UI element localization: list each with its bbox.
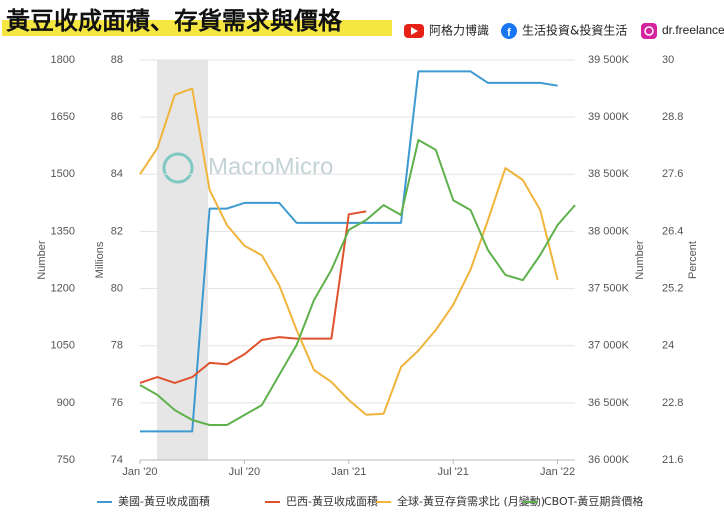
y-tick-label: 24 bbox=[662, 340, 674, 352]
y-tick-label: 84 bbox=[111, 168, 123, 180]
y-tick-label: 1800 bbox=[51, 54, 75, 66]
channel-name: dr.freelancer bbox=[662, 23, 724, 37]
y-tick-label: 38 000K bbox=[588, 225, 630, 237]
y-tick-label: 900 bbox=[57, 397, 75, 409]
axis-title: Millions bbox=[94, 241, 106, 278]
y-tick-label: 37 000K bbox=[588, 340, 630, 352]
y-tick-label: 76 bbox=[111, 397, 123, 409]
y-tick-label: 36 000K bbox=[588, 454, 630, 466]
x-tick-label: Jan '20 bbox=[122, 466, 157, 478]
facebook-f: f bbox=[507, 27, 511, 39]
facebook-icon bbox=[501, 23, 517, 39]
y-tick-label: 1350 bbox=[51, 225, 75, 237]
y-tick-label: 25.2 bbox=[662, 282, 683, 294]
legend-label: CBOT-黃豆期貨價格 bbox=[544, 494, 643, 508]
plot: 750 900 1050 1200 1350 1500 1650 1800 74 76 78 80 82… bbox=[36, 54, 699, 508]
y-tick-label: 1200 bbox=[51, 282, 75, 294]
watermark: MacroMicro bbox=[208, 153, 333, 180]
channel-name: 生活投資&投資生活 bbox=[522, 23, 627, 38]
y-tick-label: 1050 bbox=[51, 340, 75, 352]
y-tick-label: 37 500K bbox=[588, 282, 630, 294]
series-line bbox=[139, 87, 559, 416]
x-tick-label: Jan '21 bbox=[331, 466, 366, 478]
y-tick-label: 39 500K bbox=[588, 54, 630, 66]
youtube-play bbox=[411, 27, 418, 35]
y-tick-label: 750 bbox=[57, 454, 75, 466]
y-tick-label: 39 000K bbox=[588, 111, 630, 123]
y-tick-label: 30 bbox=[662, 54, 674, 66]
legend-label: 全球-黃豆存貨需求比 (月變動) bbox=[397, 494, 545, 508]
y-tick-label: 36 500K bbox=[588, 397, 630, 409]
series-line bbox=[139, 210, 367, 384]
y-tick-label: 82 bbox=[111, 225, 123, 237]
series-line bbox=[140, 70, 558, 433]
axis-title: Number bbox=[36, 240, 48, 279]
title-highlight bbox=[2, 20, 392, 36]
y-tick-label: 21.6 bbox=[662, 454, 683, 466]
page-title: 黃豆收成面積、存貨需求與價格 bbox=[6, 7, 343, 35]
y-tick-label: 86 bbox=[111, 111, 123, 123]
x-tick-label: Jan '22 bbox=[540, 466, 575, 478]
watermark-logo bbox=[162, 152, 194, 184]
y-tick-label: 28.8 bbox=[662, 111, 683, 123]
y-tick-label: 22.8 bbox=[662, 397, 683, 409]
y-tick-label: 27.6 bbox=[662, 168, 683, 180]
instagram-icon bbox=[641, 23, 657, 39]
y-tick-label: 26.4 bbox=[662, 225, 683, 237]
y-tick-label: 88 bbox=[111, 54, 123, 66]
x-tick-label: Jul '21 bbox=[437, 466, 468, 478]
axis-title: Percent bbox=[687, 241, 699, 279]
y-tick-label: 1500 bbox=[51, 168, 75, 180]
x-tick-label: Jul '20 bbox=[229, 466, 260, 478]
channel-name: 阿格力博識 bbox=[429, 23, 489, 38]
series-line bbox=[139, 139, 576, 426]
legend-label: 巴西-黃豆收成面積 bbox=[286, 494, 378, 508]
y-tick-label: 80 bbox=[111, 282, 123, 294]
instagram-lens bbox=[644, 26, 654, 36]
axis-title: Number bbox=[634, 240, 646, 279]
legend-label: 美國-黃豆收成面積 bbox=[118, 494, 210, 508]
y-tick-label: 38 500K bbox=[588, 168, 630, 180]
y-tick-label: 1650 bbox=[51, 111, 75, 123]
y-tick-label: 74 bbox=[111, 454, 123, 466]
y-tick-label: 78 bbox=[111, 340, 123, 352]
